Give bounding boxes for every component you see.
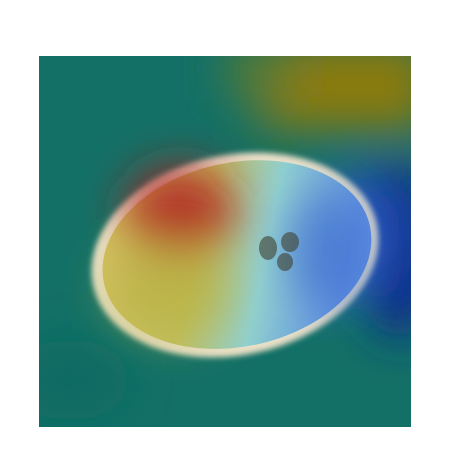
heatmap-image xyxy=(39,56,411,427)
